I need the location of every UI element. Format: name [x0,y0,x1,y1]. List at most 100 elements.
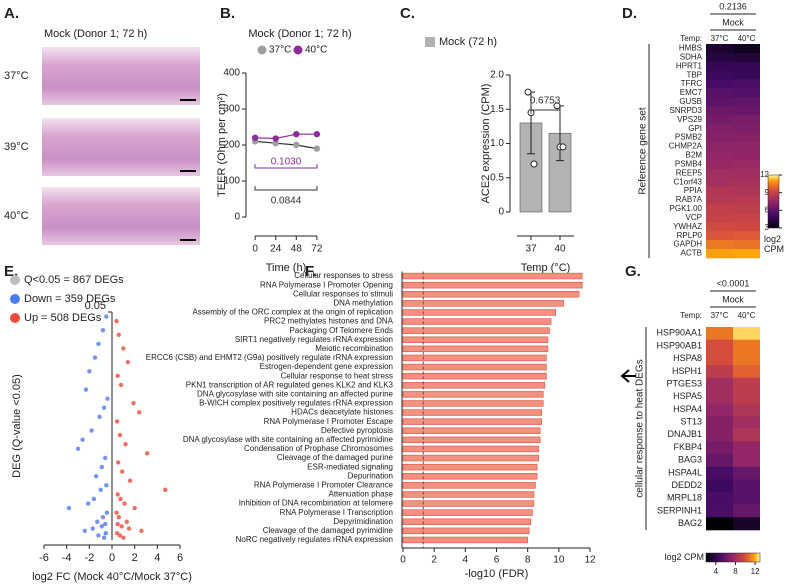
heatmap-cell [733,52,760,63]
heatmap-cell [733,151,760,161]
category-label: DNA glycosylase with site containing an … [197,389,394,398]
group-label: Mock [722,17,744,27]
row-label: HSPH1 [672,366,702,376]
category-label: B-WICH complex positively regulates rRNA… [199,399,393,408]
bar [402,382,546,389]
x-tick-label: 4 [154,552,160,564]
y-tick-label: 0 [498,207,504,218]
micrograph [42,187,200,245]
row-label: 39°C [4,141,29,153]
bar [402,491,535,498]
micrographs [42,47,200,245]
p-value: 0.2136 [719,1,747,11]
bar [402,436,541,444]
heatmap-cell [733,352,760,366]
column-label: 37°C [711,34,729,43]
data-point [127,478,133,483]
heatmap-cell [706,44,733,54]
data-point [124,519,129,524]
legend-marker [257,45,267,55]
colorbar-tick-label: 3 [765,223,770,232]
category-label: PKN1 transcription of AR regulated genes… [186,380,394,389]
y-tick-label: 1.0 [490,138,504,149]
data-point [163,487,168,493]
bar [402,536,528,544]
heatmap-cell [733,79,760,89]
data-point [118,382,124,388]
row-label: ACTB [681,249,702,258]
x-tick-label: -4 [62,552,72,564]
bar [402,473,538,480]
heatmap-cell [733,377,760,391]
legend-marker [293,45,303,55]
data-point [119,524,124,529]
data-point [313,131,321,138]
heatmap-cell [706,204,733,214]
heatmap-cell [733,479,760,493]
data-point [123,442,128,447]
row-label: DEDD2 [671,480,702,490]
annotation: 0.6753 [530,96,561,107]
heatmap-cell [733,195,760,205]
x-axis-label: -log10 (FDR) [465,568,529,580]
heatmap-cell [706,159,733,170]
heatmap-cell [733,466,760,480]
heatmap-cell [706,222,733,232]
data-point [116,332,122,337]
x-tick-label: -2 [84,552,94,564]
heatmap-cell [706,61,733,72]
row-label: C1orf43 [674,177,703,186]
heatmap-cell [706,186,733,196]
bar [402,300,564,307]
x-tick-label: 2 [132,552,138,564]
bar [402,409,542,416]
data-point [99,524,105,529]
category-label: DNA methylation [333,298,393,307]
heatmap-cell [733,177,760,187]
y-tick-label: 2.0 [490,70,504,81]
row-label: HSP90AB1 [656,340,702,350]
data-point [99,464,105,470]
y-tick-label: 200 [223,140,240,151]
row-label: HPRT1 [676,61,703,70]
row-label: RPLP0 [677,231,703,240]
data-point [89,428,94,433]
colorbar [705,552,761,563]
x-tick-label: 6 [494,555,500,566]
bar [402,363,547,371]
data-point [103,530,108,536]
data-point [122,501,127,506]
column-label: 40°C [738,311,756,320]
replicate-point [553,102,561,110]
data-point [104,483,109,488]
heatmap-cell [706,79,733,89]
row-label: PGK1.00 [670,204,703,213]
data-point [75,446,81,451]
bar [402,372,547,380]
heatmap-cell [733,491,760,505]
row-label: SNRPD3 [670,106,703,115]
row-label: REEP5 [676,168,703,177]
data-point [98,487,103,493]
heatmap-cell [706,133,733,143]
heatmap-cell [733,115,760,125]
panel-label: A. [4,5,19,22]
data-point [144,451,150,456]
category-label: RNA Polymerase I Promoter Escape [264,417,394,426]
data-point [272,135,279,142]
bar [402,527,530,535]
heatmap-cell [706,327,733,340]
data-point [115,492,120,497]
row-label: TFRC [681,79,703,88]
heatmap-cell [706,70,733,80]
chart-title: Mock (Donor 1; 72 h) [248,28,351,40]
data-point [137,410,142,415]
category-label: Cellular responses to stress [294,271,393,280]
heatmap-cell [706,491,733,505]
row-label: FKBP4 [673,442,702,452]
significance-bracket [254,164,318,169]
replicate-point [559,143,567,151]
y-tick-label: 400 [223,68,240,79]
category-label: Cellular response to heat stress [281,371,394,380]
heatmap-cell [733,142,760,152]
